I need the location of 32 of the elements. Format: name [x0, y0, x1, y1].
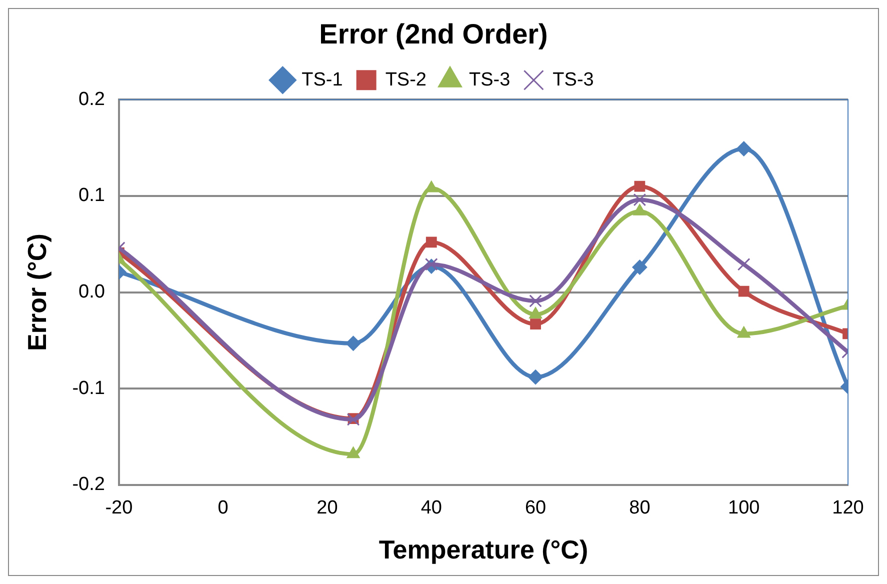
y-tick-label: 0.1 — [78, 185, 105, 206]
point — [634, 180, 646, 192]
point — [528, 370, 544, 385]
y-tick-label: -0.1 — [72, 378, 105, 399]
point — [426, 236, 437, 248]
point — [632, 260, 648, 275]
legend-label: TS-3 — [552, 69, 594, 90]
y-tick-label: 0.0 — [78, 282, 105, 303]
point — [529, 294, 542, 308]
point — [346, 336, 361, 351]
point — [633, 193, 646, 206]
x-tick-label: 20 — [316, 498, 338, 519]
point — [738, 286, 750, 297]
x-tick-label: -20 — [105, 498, 133, 519]
x-tick-label: 120 — [832, 498, 864, 519]
y-axis-title: Error (°C) — [22, 234, 52, 351]
y-tick-label: 0.2 — [78, 88, 105, 110]
legend-label: TS-2 — [385, 69, 427, 90]
point — [737, 258, 750, 271]
x-tick-label: 40 — [420, 498, 442, 519]
legend-label: TS-3 — [469, 69, 510, 90]
x-tick-label: 0 — [218, 498, 228, 519]
legend-label: TS-1 — [302, 69, 343, 90]
point — [736, 141, 752, 156]
x-tick-label: 100 — [728, 498, 760, 519]
point — [424, 258, 438, 271]
point — [530, 318, 541, 330]
x-axis-title: Temperature (°C) — [378, 534, 588, 565]
chart-title: Error (2nd Order) — [319, 18, 548, 50]
y-tick-label: -0.2 — [72, 474, 105, 496]
x-tick-label: 80 — [629, 498, 650, 519]
x-tick-label: 60 — [524, 498, 546, 519]
